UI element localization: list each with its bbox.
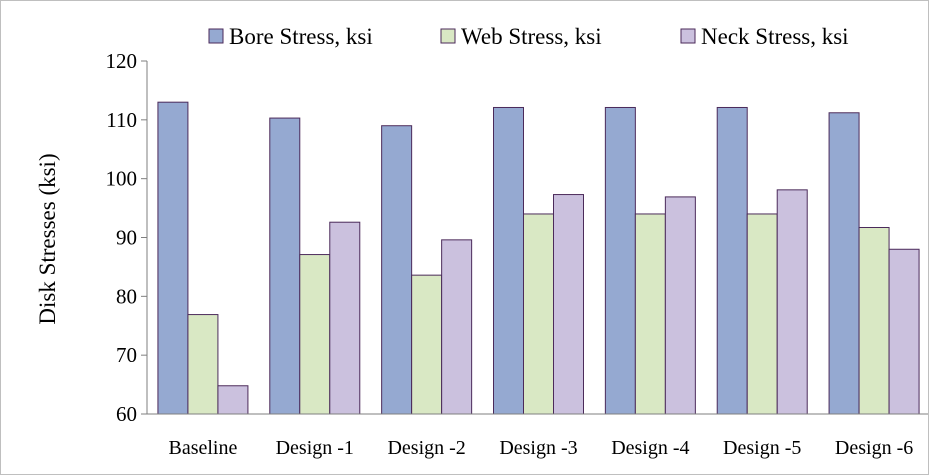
bar-web-6: [858, 226, 890, 415]
bar-web-4: [634, 213, 666, 415]
legend-swatch-1: [440, 28, 456, 44]
y-tick-label: 90: [116, 226, 137, 250]
x-category-label: Design -1: [276, 437, 354, 459]
bar-neck-4: [664, 196, 696, 415]
legend-swatch-2: [680, 28, 696, 44]
y-tick-label: 100: [106, 167, 138, 191]
y-tick-label: 120: [106, 49, 138, 73]
legend: Bore Stress, ksi Web Stress, ksi Neck Stre…: [208, 24, 849, 49]
bar-bore-0: [157, 101, 189, 415]
legend-swatch-0: [208, 28, 224, 44]
bar-bore-5: [716, 106, 748, 415]
legend-label-0: Bore Stress, ksi: [229, 24, 373, 49]
bar-neck-2: [441, 239, 473, 415]
x-category-label: Design -2: [387, 437, 465, 459]
bar-bore-2: [381, 125, 413, 415]
x-category-label: Design -6: [835, 437, 913, 459]
y-tick-label: 80: [116, 284, 137, 308]
bar-bore-3: [493, 106, 524, 415]
bar-bore-1: [269, 117, 301, 415]
x-category-label: Design -4: [611, 437, 689, 459]
bar-web-1: [299, 254, 331, 415]
bar-web-0: [187, 314, 219, 415]
y-axis-title: Disk Stresses (ksi): [35, 153, 60, 324]
bar-bore-4: [604, 106, 636, 415]
y-tick-label: 60: [116, 402, 137, 426]
bar-web-2: [411, 274, 443, 415]
x-category-label: Baseline: [168, 437, 237, 459]
bar-neck-5: [776, 189, 808, 415]
bar-neck-6: [888, 248, 920, 415]
x-axis: Baseline Design -1 Design -2 Design -3 Desig…: [147, 413, 928, 459]
bar-neck-1: [329, 221, 361, 415]
bar-web-3: [523, 213, 554, 415]
bar-neck-0: [217, 385, 249, 415]
x-category-label: Design -3: [499, 437, 577, 459]
y-axis: 60 70 80 90 100 110 120: [106, 49, 148, 426]
y-tick-label: 110: [106, 108, 137, 132]
y-tick-label: 70: [116, 343, 137, 367]
bar-web-5: [746, 213, 778, 415]
bar-bore-6: [828, 112, 860, 415]
x-category-label: Design -5: [723, 437, 801, 459]
legend-label-2: Neck Stress, ksi: [701, 24, 849, 49]
legend-label-1: Web Stress, ksi: [461, 24, 602, 49]
bar-neck-3: [553, 194, 584, 415]
bars: [157, 101, 920, 415]
